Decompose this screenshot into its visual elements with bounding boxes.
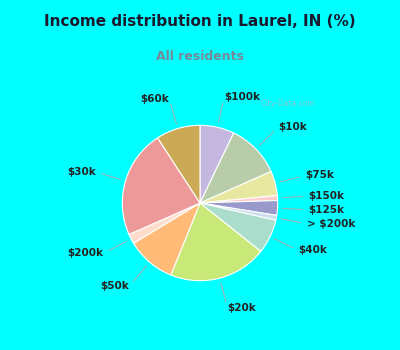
Text: $50k: $50k (101, 281, 130, 291)
Text: $30k: $30k (67, 167, 96, 177)
Text: $100k: $100k (224, 92, 260, 102)
Wedge shape (171, 203, 261, 281)
Wedge shape (200, 172, 277, 203)
Text: $60k: $60k (140, 94, 169, 104)
Wedge shape (158, 125, 200, 203)
Wedge shape (200, 125, 234, 203)
Text: $150k: $150k (308, 191, 344, 201)
Text: > $200k: > $200k (307, 219, 355, 229)
Text: All residents: All residents (156, 49, 244, 63)
Text: $40k: $40k (298, 245, 327, 255)
Text: $200k: $200k (68, 248, 104, 258)
Wedge shape (129, 203, 200, 243)
Text: $125k: $125k (308, 205, 344, 215)
Text: City-Data.com: City-Data.com (261, 99, 316, 108)
Text: $75k: $75k (305, 170, 334, 180)
Wedge shape (122, 138, 200, 234)
Text: $20k: $20k (228, 303, 256, 313)
Wedge shape (200, 203, 277, 220)
Text: Income distribution in Laurel, IN (%): Income distribution in Laurel, IN (%) (44, 14, 356, 28)
Wedge shape (200, 203, 276, 251)
Text: $10k: $10k (278, 122, 307, 132)
Wedge shape (200, 201, 278, 215)
Wedge shape (200, 196, 278, 203)
Wedge shape (134, 203, 200, 275)
Wedge shape (200, 133, 271, 203)
